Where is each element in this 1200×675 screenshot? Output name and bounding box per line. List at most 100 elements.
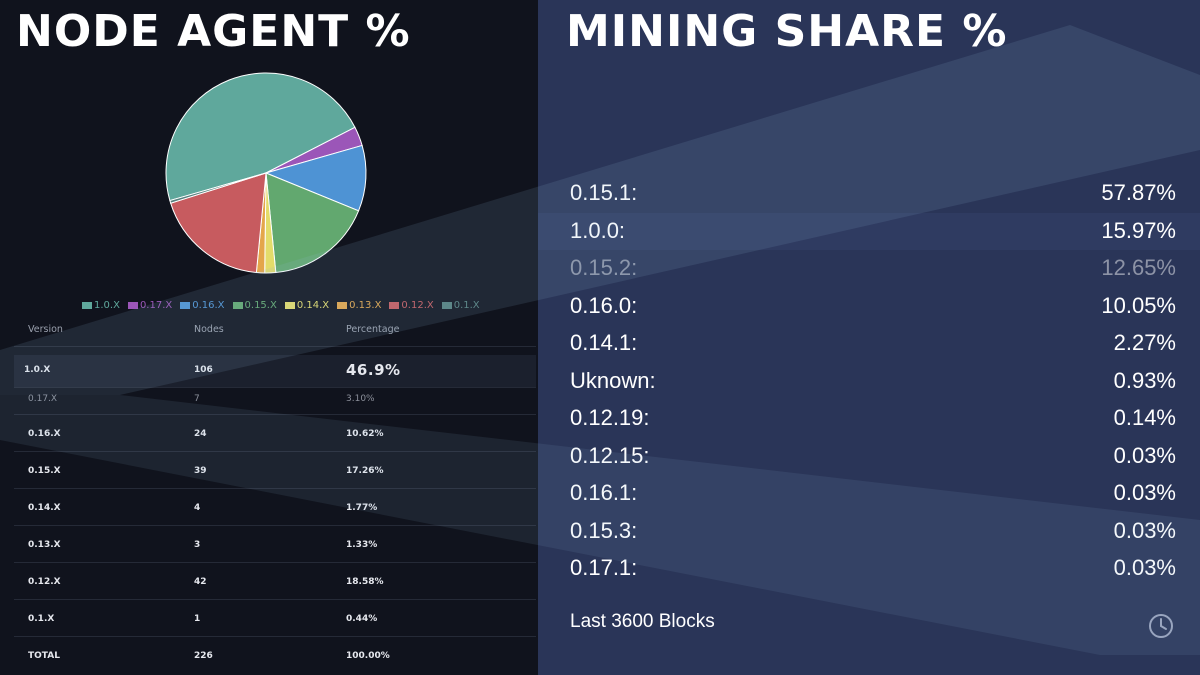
pie-slice-0-1-x — [169, 172, 267, 204]
row-version: 1.0.X — [24, 365, 51, 375]
share-percentage: 0.14% — [1113, 405, 1176, 430]
legend-label: 0.17.X — [139, 300, 173, 311]
node-agent-pie-chart — [165, 72, 367, 274]
row-nodes: 24 — [194, 429, 207, 439]
row-nodes: 106 — [194, 365, 213, 375]
clock-icon[interactable] — [1148, 613, 1174, 639]
node-agent-heading: NODE AGENT % — [16, 6, 411, 57]
legend-swatch — [82, 302, 92, 309]
row-version: 0.1.X — [28, 614, 55, 624]
legend-swatch — [127, 302, 138, 309]
table-row: 0.1.X 1 0.44% — [14, 600, 536, 637]
row-nodes: 7 — [194, 394, 200, 404]
legend-item-0-1-x: 0.1.X — [441, 300, 480, 311]
table-row: 0.17.X 7 3.10% — [14, 388, 536, 415]
legend-label: 0.15.X — [244, 300, 277, 311]
share-version: 0.15.3: — [570, 517, 638, 543]
share-row: Uknown: 0.93% — [538, 363, 1200, 401]
row-percentage: 0.44% — [346, 614, 378, 624]
share-row: 0.14.1: 2.27% — [538, 325, 1200, 363]
share-version: 0.15.2: — [570, 255, 638, 280]
share-percentage: 0.03% — [1113, 517, 1176, 543]
table-row: 0.15.X 39 17.26% — [14, 452, 536, 489]
share-percentage: 12.65% — [1101, 255, 1176, 280]
share-percentage: 0.03% — [1113, 442, 1176, 468]
row-percentage: 10.62% — [346, 429, 384, 439]
column-percentage: Percentage — [346, 324, 400, 335]
row-percentage: 46.9% — [346, 361, 401, 379]
share-row: 0.17.1: 0.03% — [538, 550, 1200, 588]
share-row: 0.16.1: 0.03% — [538, 475, 1200, 513]
share-percentage: 0.93% — [1113, 367, 1176, 393]
share-percentage: 0.03% — [1113, 555, 1176, 580]
mining-share-heading: MINING SHARE % — [566, 6, 1008, 57]
node-version-table: Version Nodes Percentage 1.0.X 106 46.9%… — [14, 318, 536, 673]
row-percentage: 18.58% — [346, 577, 384, 587]
share-row: 0.15.3: 0.03% — [538, 513, 1200, 551]
last-blocks-label: Last 3600 Blocks — [570, 611, 715, 632]
legend-item-1-0-x: 1.0.X — [82, 300, 120, 311]
row-nodes: 42 — [194, 577, 207, 587]
share-percentage: 15.97% — [1101, 217, 1176, 243]
share-version: 0.12.19: — [570, 405, 650, 430]
share-version: 0.16.0: — [570, 292, 638, 318]
legend-swatch — [232, 302, 243, 309]
share-percentage: 57.87% — [1101, 180, 1176, 205]
legend-label: 0.16.X — [192, 300, 225, 311]
share-version: 0.14.1: — [570, 330, 638, 355]
column-version: Version — [28, 324, 63, 335]
legend-label: 0.13.X — [349, 300, 382, 311]
table-row: 1.0.X 106 46.9% — [14, 355, 536, 388]
table-row: 0.12.X 42 18.58% — [14, 563, 536, 600]
share-version: 0.12.15: — [570, 442, 650, 468]
legend-swatch — [337, 302, 348, 309]
share-version: Uknown: — [570, 367, 656, 393]
row-version: 0.16.X — [28, 429, 61, 439]
table-header: Version Nodes Percentage — [14, 318, 536, 347]
share-row: 0.16.0: 10.05% — [538, 288, 1200, 326]
row-percentage: 1.33% — [346, 540, 378, 550]
share-version: 0.16.1: — [570, 480, 638, 505]
table-row: 0.14.X 4 1.77% — [14, 489, 536, 526]
row-nodes: 39 — [194, 466, 207, 476]
legend-label: 0.12.X — [401, 300, 434, 311]
legend-item-0-12-x: 0.12.X — [389, 300, 434, 311]
share-row: 0.15.1: 57.87% — [538, 175, 1200, 213]
row-percentage: 3.10% — [346, 394, 375, 404]
pie-slice-1-0-x — [165, 72, 356, 202]
mining-share-list: 0.15.1: 57.87% 1.0.0: 15.97% 0.15.2: 12.… — [538, 175, 1200, 588]
pie-legend: 1.0.X 0.17.X 0.16.X 0.15.X 0.14.X 0.13.X 0.12.… — [82, 300, 480, 311]
row-nodes: 1 — [194, 614, 201, 624]
row-version: 0.14.X — [28, 503, 61, 513]
share-row: 1.0.0: 15.97% — [538, 212, 1200, 250]
table-total-row: TOTAL 226 100.00% — [14, 637, 536, 673]
share-percentage: 10.05% — [1101, 292, 1176, 318]
column-nodes: Nodes — [194, 324, 224, 335]
row-version: 0.13.X — [28, 540, 61, 550]
legend-label: 0.1.X — [453, 300, 480, 311]
total-nodes: 226 — [194, 651, 213, 661]
pie-slice-0-16-x — [264, 144, 367, 212]
row-version: 0.15.X — [28, 466, 61, 476]
share-percentage: 0.03% — [1113, 480, 1176, 505]
legend-swatch — [284, 302, 295, 309]
row-version: 0.12.X — [28, 577, 61, 587]
share-row: 0.15.2: 12.65% — [538, 250, 1200, 288]
share-row: 0.12.15: 0.03% — [538, 438, 1200, 476]
total-percentage: 100.00% — [346, 651, 390, 661]
legend-label: 1.0.X — [94, 300, 120, 311]
legend-item-0-14-x: 0.14.X — [284, 300, 330, 311]
pie-slice-0-12-x — [170, 172, 267, 274]
legend-item-0-16-x: 0.16.X — [180, 300, 225, 311]
legend-swatch — [180, 302, 191, 309]
pie-slice-0-15-x — [265, 172, 360, 274]
legend-label: 0.14.X — [296, 300, 330, 311]
row-percentage: 17.26% — [346, 466, 384, 476]
share-version: 0.17.1: — [570, 555, 638, 580]
row-nodes: 4 — [194, 503, 201, 513]
legend-item-0-13-x: 0.13.X — [337, 300, 381, 311]
row-version: 0.17.X — [28, 394, 58, 404]
row-nodes: 3 — [194, 540, 201, 550]
row-percentage: 1.77% — [346, 503, 378, 513]
legend-item-0-17-x: 0.17.X — [127, 300, 173, 311]
